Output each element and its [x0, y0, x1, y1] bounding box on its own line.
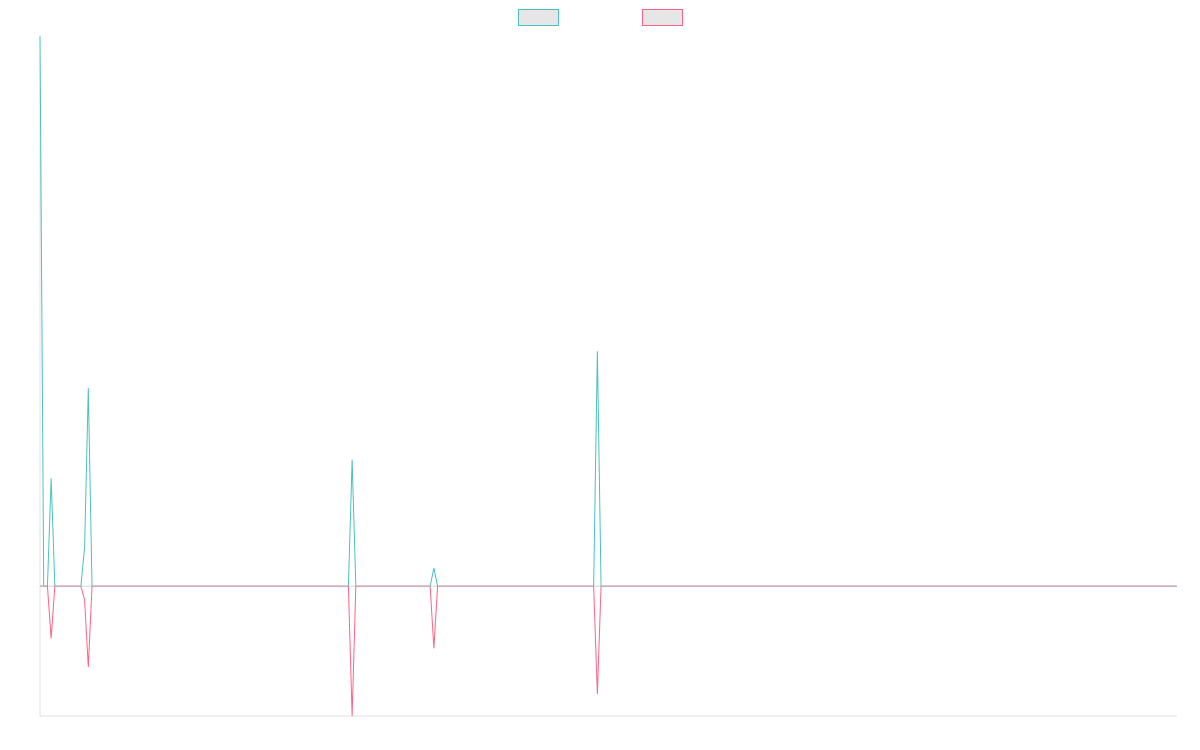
- legend-swatch: [518, 9, 559, 26]
- legend-swatch: [642, 9, 683, 26]
- line: [40, 585, 1177, 717]
- line: [39, 35, 1177, 587]
